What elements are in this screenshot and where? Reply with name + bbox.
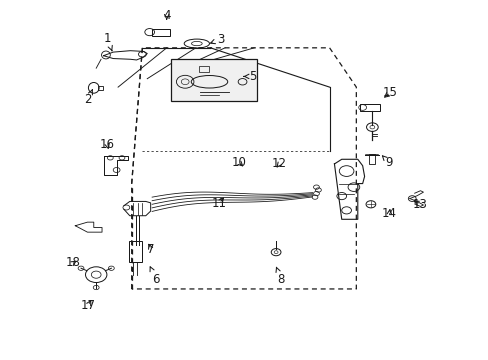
Text: 12: 12	[271, 157, 286, 170]
Text: 10: 10	[231, 156, 245, 168]
Text: 4: 4	[163, 9, 170, 22]
Text: 15: 15	[382, 86, 397, 99]
Bar	[368, 154, 374, 164]
Text: 16: 16	[100, 139, 115, 152]
Text: 6: 6	[150, 267, 160, 286]
Text: 17: 17	[80, 299, 95, 312]
Text: 3: 3	[210, 33, 224, 46]
Text: 14: 14	[381, 207, 396, 220]
Bar	[360, 104, 379, 111]
Text: 9: 9	[382, 156, 392, 169]
Text: 5: 5	[244, 70, 256, 83]
Bar	[98, 86, 103, 90]
Text: 11: 11	[211, 197, 226, 210]
Text: 2: 2	[84, 90, 92, 106]
Bar	[170, 59, 257, 102]
Text: 13: 13	[412, 198, 427, 211]
Text: 1: 1	[103, 32, 112, 51]
Bar	[199, 66, 209, 72]
Bar	[151, 28, 170, 36]
Text: 8: 8	[275, 267, 284, 286]
Text: 18: 18	[66, 256, 81, 269]
Text: 7: 7	[147, 243, 155, 256]
Bar	[128, 242, 142, 262]
